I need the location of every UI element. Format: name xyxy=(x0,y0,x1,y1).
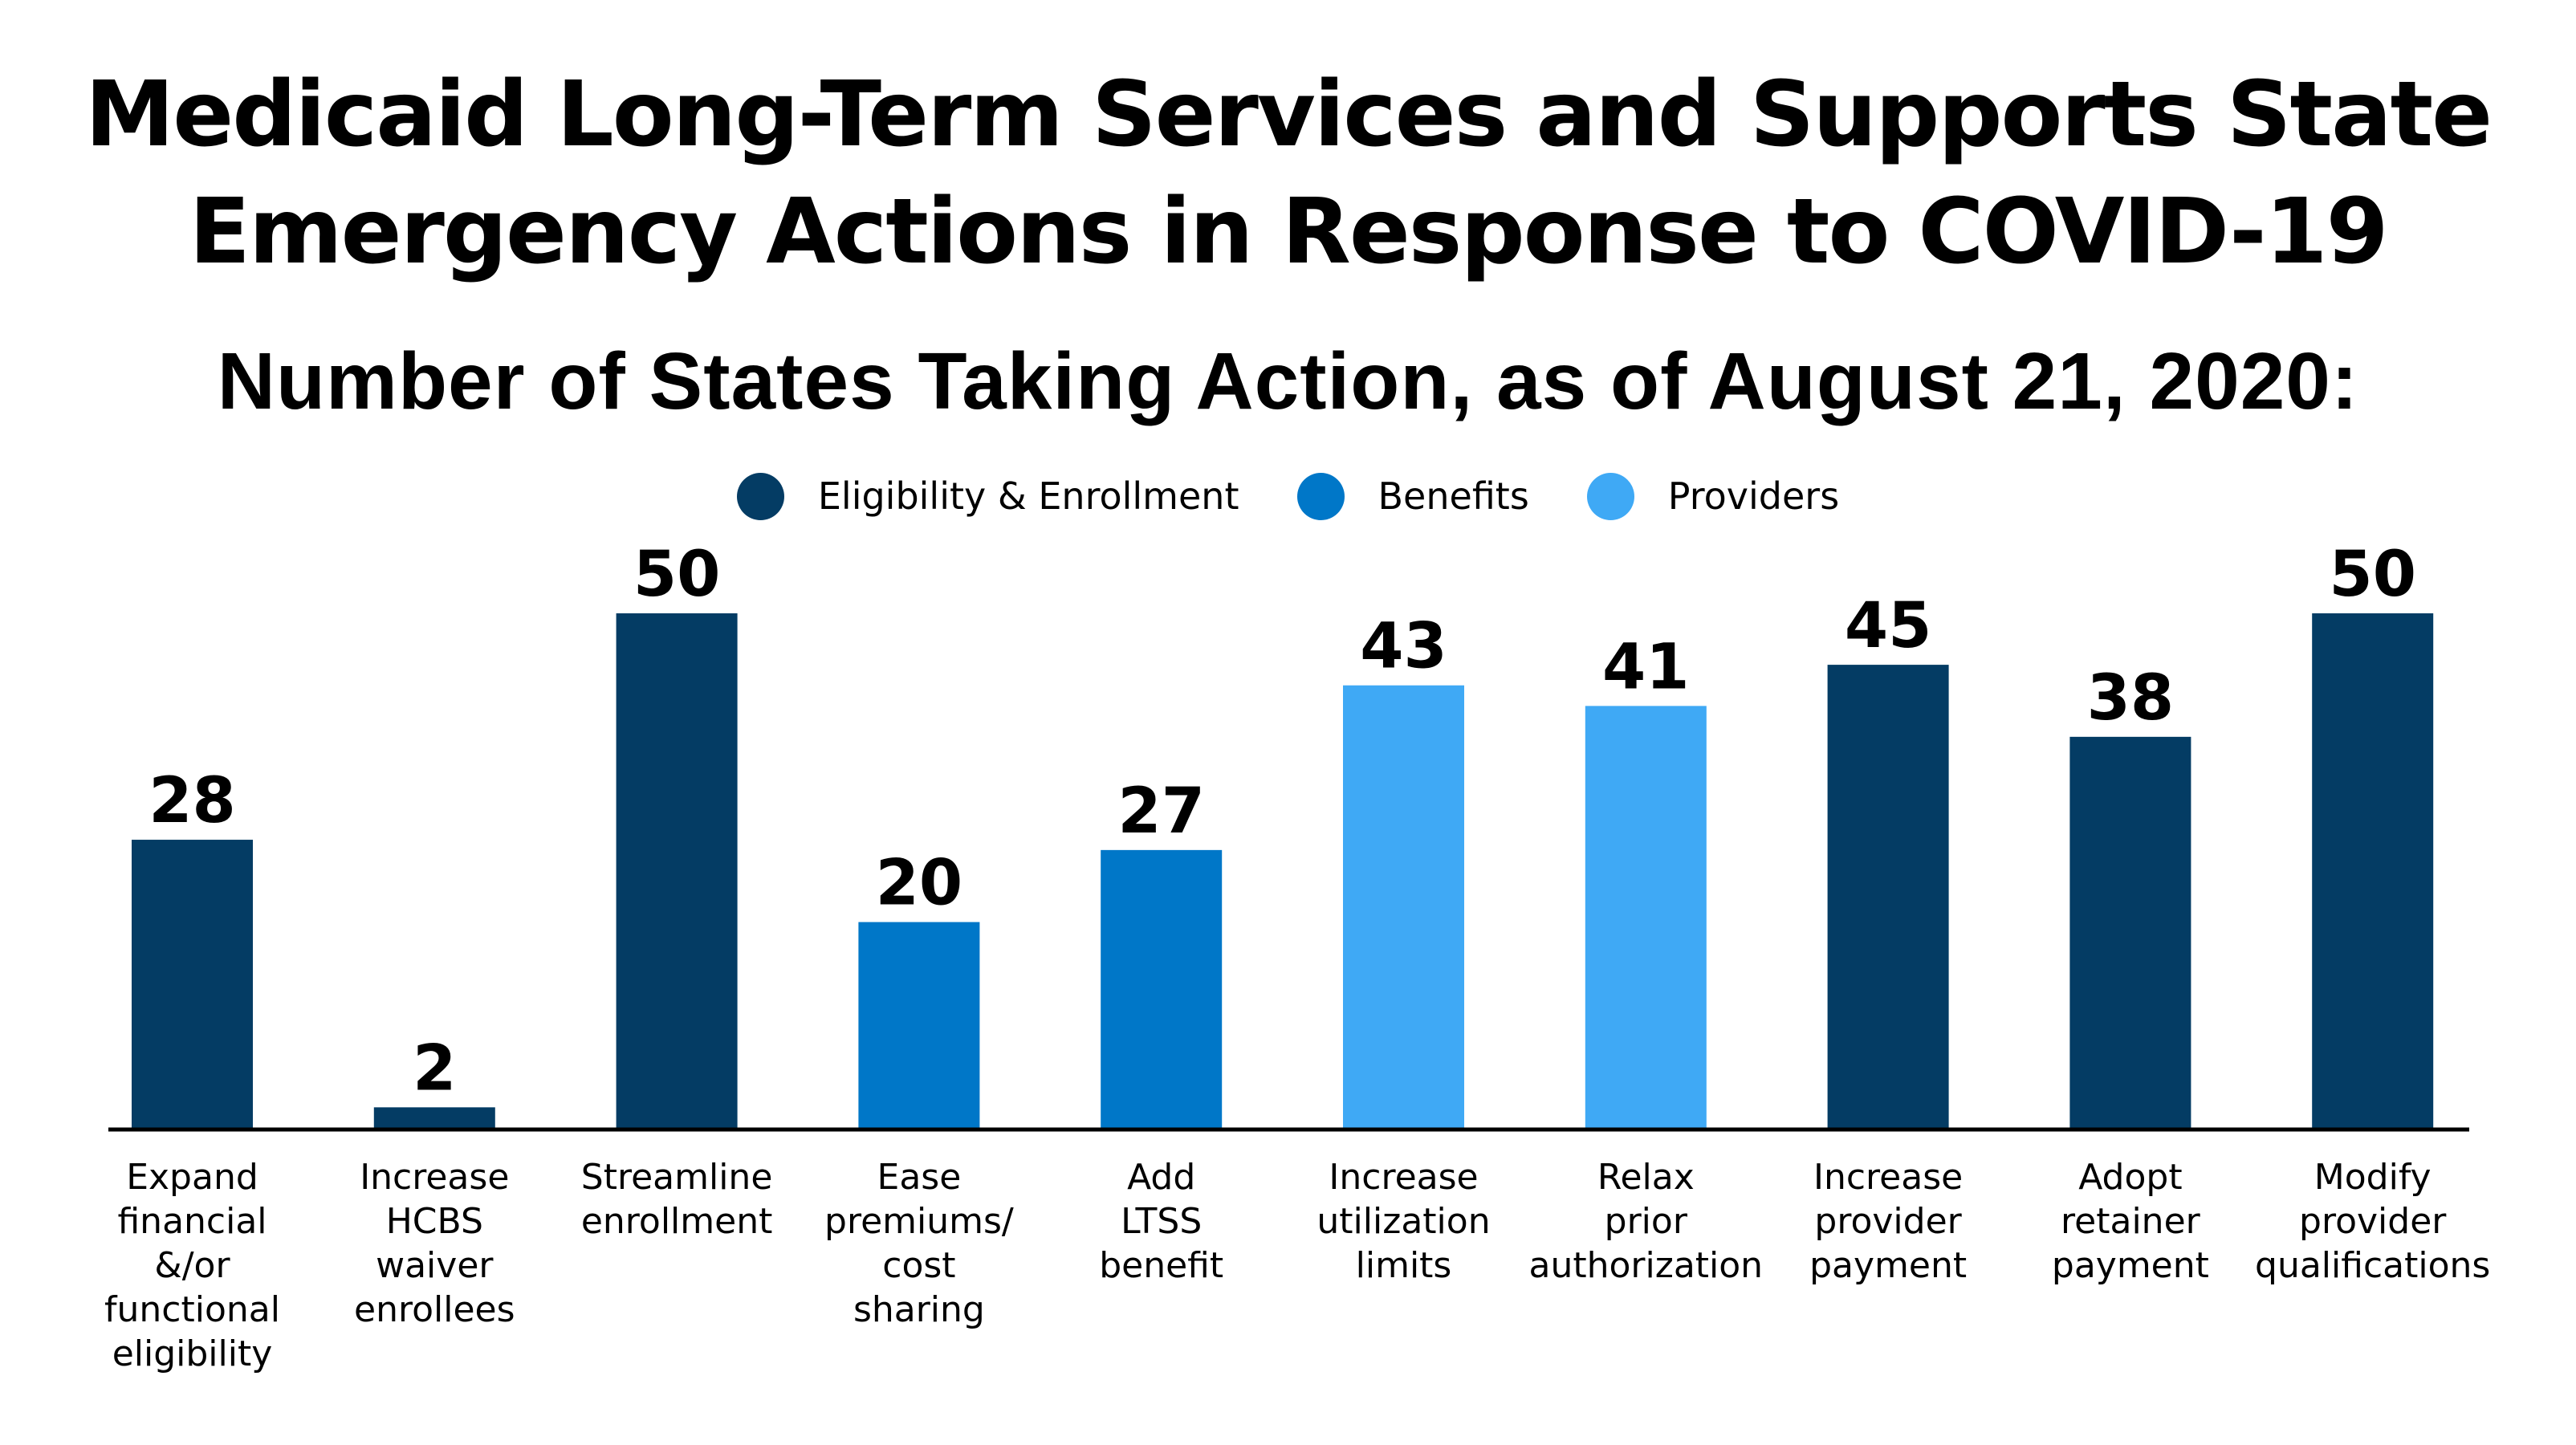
category-label-line: premiums/ xyxy=(824,1201,1014,1242)
category-label-line: Add xyxy=(1127,1157,1195,1198)
category-label-line: LTSS xyxy=(1121,1201,1202,1242)
bar xyxy=(1827,665,1949,1128)
category-label-line: Increase xyxy=(360,1157,509,1198)
legend-item-providers: Providers xyxy=(1586,472,1840,520)
bar xyxy=(132,840,253,1128)
legend: Eligibility & Enrollment Benefits Provid… xyxy=(0,470,2576,523)
bar xyxy=(616,613,738,1128)
legend-circle-dot-icon xyxy=(1296,472,1345,520)
category-label-line: eligibility xyxy=(112,1333,273,1374)
bar xyxy=(1585,706,1707,1128)
category-label-line: Adopt xyxy=(2078,1157,2182,1198)
legend-label: Benefits xyxy=(1378,474,1529,518)
category-label-line: enrollees xyxy=(354,1289,515,1330)
category-label-line: Increase xyxy=(1813,1157,1963,1198)
category-label-line: Increase xyxy=(1329,1157,1478,1198)
category-label: Streamline enrollment xyxy=(581,1157,773,1242)
category-label-line: &/or xyxy=(154,1245,230,1286)
bar-value-label: 27 xyxy=(1117,775,1205,848)
chart-title: Medicaid Long-Term Services and Supports… xyxy=(0,56,2576,291)
category-label: Adopt retainer payment xyxy=(2052,1157,2209,1286)
category-label: Add LTSS benefit xyxy=(1099,1157,1223,1286)
category-label: Expand financial &/or functional eligibility xyxy=(104,1157,280,1374)
bar xyxy=(858,922,980,1128)
bar xyxy=(1343,685,1464,1128)
category-label-line: payment xyxy=(1809,1245,1967,1286)
category-label-line: retainer xyxy=(2061,1201,2201,1242)
chart-title-line-2: Emergency Actions in Response to COVID-1… xyxy=(189,180,2388,284)
category-label-line: enrollment xyxy=(581,1201,773,1242)
category-labels-group: Expand financial &/or functional eligibility… xyxy=(104,1157,2490,1374)
category-label: Modify provider qualifications xyxy=(2255,1157,2490,1286)
category-label-line: Modify xyxy=(2314,1157,2432,1198)
bar-value-label: 2 xyxy=(413,1032,456,1105)
category-label-line: limits xyxy=(1356,1245,1452,1286)
category-label: Increase HCBS waiver enrollees xyxy=(354,1157,515,1330)
bar-value-label: 20 xyxy=(876,848,963,920)
category-label: Increase utilization limits xyxy=(1316,1157,1490,1286)
legend-item-benefits: Benefits xyxy=(1296,472,1529,520)
bar-value-label: 38 xyxy=(2087,662,2175,735)
bar xyxy=(2312,613,2434,1128)
category-label-line: benefit xyxy=(1099,1245,1223,1286)
bar-value-label: 28 xyxy=(149,765,236,837)
chart-subtitle: Number of States Taking Action, as of Au… xyxy=(217,336,2359,426)
category-label-line: prior xyxy=(1605,1201,1688,1242)
legend-circle-dot-icon xyxy=(736,472,784,520)
category-label-line: Expand xyxy=(126,1157,258,1198)
bar-value-label: 45 xyxy=(1845,590,1932,662)
bar-value-label: 50 xyxy=(633,539,721,611)
bar xyxy=(2069,736,2191,1128)
legend-label: Providers xyxy=(1667,474,1840,518)
category-label-line: qualifications xyxy=(2255,1245,2490,1286)
category-label-line: Ease xyxy=(877,1157,962,1198)
legend-circle-dot-icon xyxy=(1586,472,1634,520)
value-labels-group: 28 2 50 20 27 43 41 45 38 50 xyxy=(149,539,2416,1105)
category-label-line: sharing xyxy=(853,1289,985,1330)
category-label: Increase provider payment xyxy=(1809,1157,1967,1286)
category-label-line: financial xyxy=(117,1201,267,1242)
category-label-line: functional xyxy=(104,1289,280,1330)
bar-value-label: 50 xyxy=(2329,539,2416,611)
bar-value-label: 41 xyxy=(1602,631,1690,703)
category-label-line: cost xyxy=(882,1245,955,1286)
category-label-line: Streamline xyxy=(581,1157,773,1198)
bars-group xyxy=(132,613,2434,1128)
bar xyxy=(373,1107,495,1128)
category-label: Ease premiums/cost sharing xyxy=(824,1157,1014,1330)
category-label-line: HCBS xyxy=(386,1201,483,1242)
chart-title-line-1: Medicaid Long-Term Services and Supports… xyxy=(84,63,2493,167)
legend-item-eligibility-enrollment: Eligibility & Enrollment xyxy=(736,472,1239,520)
category-label-line: utilization xyxy=(1316,1201,1490,1242)
category-label: Relax prior authorization xyxy=(1529,1157,1764,1286)
bar xyxy=(1101,849,1223,1128)
category-label-line: authorization xyxy=(1529,1245,1764,1286)
legend-label: Eligibility & Enrollment xyxy=(817,474,1239,518)
bar-value-label: 43 xyxy=(1360,611,1447,683)
category-label-line: Relax xyxy=(1597,1157,1695,1198)
category-label-line: waiver xyxy=(376,1245,494,1286)
category-label-line: provider xyxy=(2299,1201,2447,1242)
category-label-line: payment xyxy=(2052,1245,2209,1286)
category-label-line: provider xyxy=(1814,1201,1962,1242)
